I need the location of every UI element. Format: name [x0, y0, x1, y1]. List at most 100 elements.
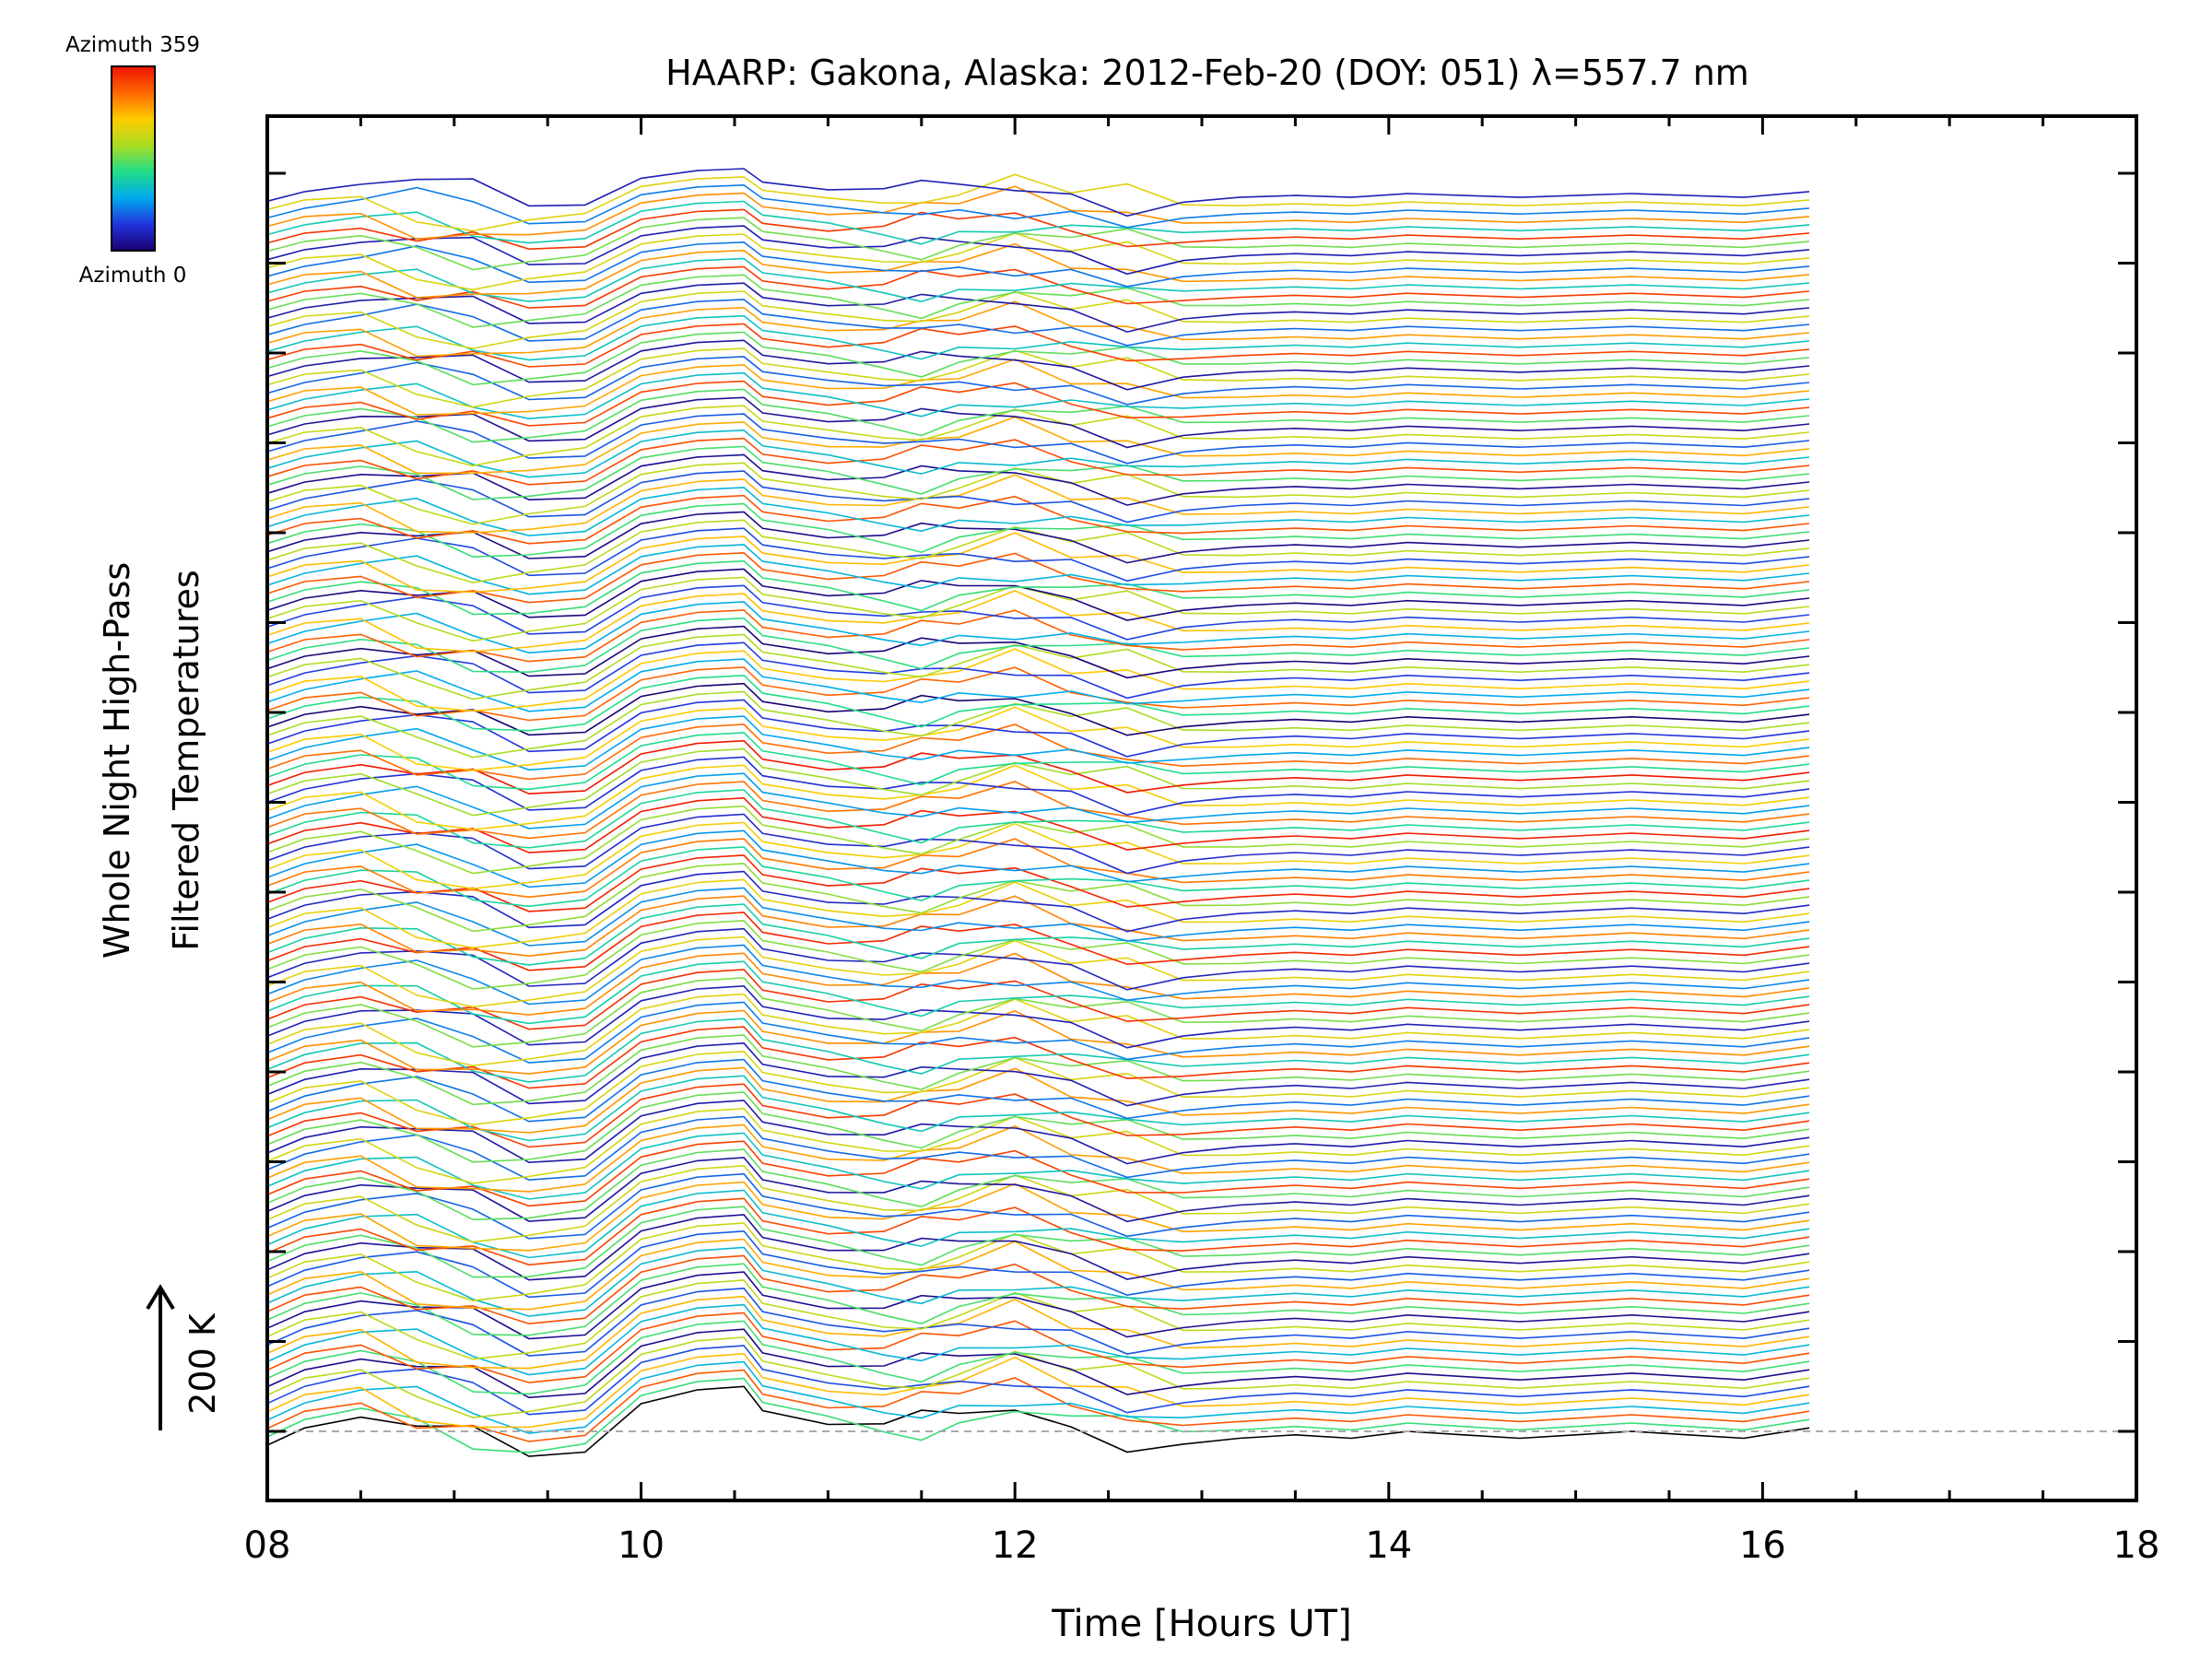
- series-line: [266, 1254, 1810, 1325]
- series-line: [266, 339, 1810, 391]
- series-group: [266, 168, 1810, 1457]
- series-line: [266, 356, 1810, 406]
- series-line: [266, 658, 1810, 712]
- series-line: [266, 1312, 1810, 1383]
- series-line: [266, 1197, 1810, 1266]
- series-line: [266, 666, 1810, 722]
- series-line: [266, 977, 1810, 1048]
- series-line: [266, 1066, 1810, 1134]
- series-line: [266, 217, 1810, 271]
- series-line: [266, 314, 1810, 361]
- colorbar-bottom-label: Azimuth 0: [79, 264, 187, 288]
- series-line: [266, 437, 1810, 486]
- series-line: [266, 609, 1810, 663]
- series-line: [266, 601, 1810, 654]
- series-line: [266, 1336, 1810, 1418]
- series-line: [266, 494, 1810, 545]
- x-tick-label-10: 10: [618, 1524, 665, 1567]
- series-line: [266, 984, 1810, 1049]
- scale-bar: 200 K: [146, 1284, 223, 1430]
- series-line: [266, 225, 1810, 276]
- series-line: [266, 323, 1810, 368]
- colorbar-top-label: Azimuth 359: [65, 33, 200, 57]
- series-line: [266, 405, 1810, 467]
- x-tick-label-16: 16: [1739, 1524, 1786, 1567]
- series-line: [266, 331, 1810, 386]
- colorbar-gradient: [111, 65, 156, 252]
- series-line: [266, 470, 1810, 524]
- series-line: [266, 445, 1810, 500]
- series-line: [266, 1222, 1810, 1302]
- series-line: [266, 1369, 1810, 1442]
- series-line: [266, 1100, 1810, 1165]
- series-line: [266, 715, 1810, 771]
- series-line: [266, 185, 1810, 241]
- series-line: [266, 1164, 1810, 1243]
- series-line: [266, 674, 1810, 732]
- series-line: [266, 590, 1810, 653]
- series-line: [266, 462, 1810, 525]
- series-line: [266, 1083, 1810, 1148]
- series-line: [266, 299, 1810, 347]
- series-line: [266, 739, 1810, 795]
- series-line: [266, 208, 1810, 251]
- series-line: [266, 1001, 1810, 1064]
- series-line: [266, 413, 1810, 465]
- series-line: [266, 1303, 1810, 1376]
- series-line: [266, 576, 1810, 642]
- series-line: [266, 242, 1810, 299]
- y-axis-label-line1: Whole Night High-Pass: [97, 562, 137, 959]
- series-line: [266, 1377, 1810, 1453]
- series-line: [266, 371, 1810, 420]
- series-line: [266, 1279, 1810, 1360]
- series-line: [266, 1075, 1810, 1142]
- series-line: [266, 846, 1810, 908]
- series-line: [266, 870, 1810, 933]
- series-line: [266, 805, 1810, 875]
- series-line: [266, 1115, 1810, 1182]
- series-line: [266, 1320, 1810, 1395]
- series-line: [266, 903, 1810, 966]
- scale-bar-label: 200 K: [182, 1312, 223, 1415]
- series-line: [266, 168, 1810, 218]
- series-line: [266, 380, 1810, 427]
- series-line: [266, 532, 1810, 594]
- series-line: [266, 1026, 1810, 1089]
- series-line: [266, 1295, 1810, 1370]
- series-line: [266, 1091, 1810, 1163]
- series-line: [266, 1263, 1810, 1336]
- series-line: [266, 1050, 1810, 1126]
- series-line: [266, 502, 1810, 559]
- chart-title: HAARP: Gakona, Alaska: 2012-Feb-20 (DOY:…: [665, 53, 1749, 93]
- series-line: [266, 1206, 1810, 1278]
- series-line: [266, 919, 1810, 990]
- series-line: [266, 183, 1810, 229]
- series-line: [266, 429, 1810, 478]
- series-line: [266, 690, 1810, 759]
- series-line: [266, 257, 1810, 303]
- ticks-group: [265, 116, 2138, 1500]
- series-line: [266, 952, 1810, 1016]
- series-line: [266, 584, 1810, 641]
- series-line: [266, 1360, 1810, 1434]
- series-line: [266, 1124, 1810, 1193]
- series-line: [266, 772, 1810, 830]
- series-line: [266, 927, 1810, 991]
- series-line: [266, 862, 1810, 933]
- series-line: [266, 1034, 1810, 1106]
- series-line: [266, 944, 1810, 1006]
- series-line: [266, 1041, 1810, 1107]
- series-line: [266, 241, 1810, 288]
- series-line: [266, 1140, 1810, 1207]
- series-line: [266, 1352, 1810, 1429]
- series-line: [266, 265, 1810, 309]
- series-line: [266, 756, 1810, 817]
- series-line: [266, 706, 1810, 771]
- series-line: [266, 821, 1810, 890]
- series-line: [266, 1172, 1810, 1240]
- series-line: [266, 232, 1810, 291]
- series-line: [266, 617, 1810, 674]
- series-line: [266, 1148, 1810, 1221]
- series-line: [266, 347, 1810, 408]
